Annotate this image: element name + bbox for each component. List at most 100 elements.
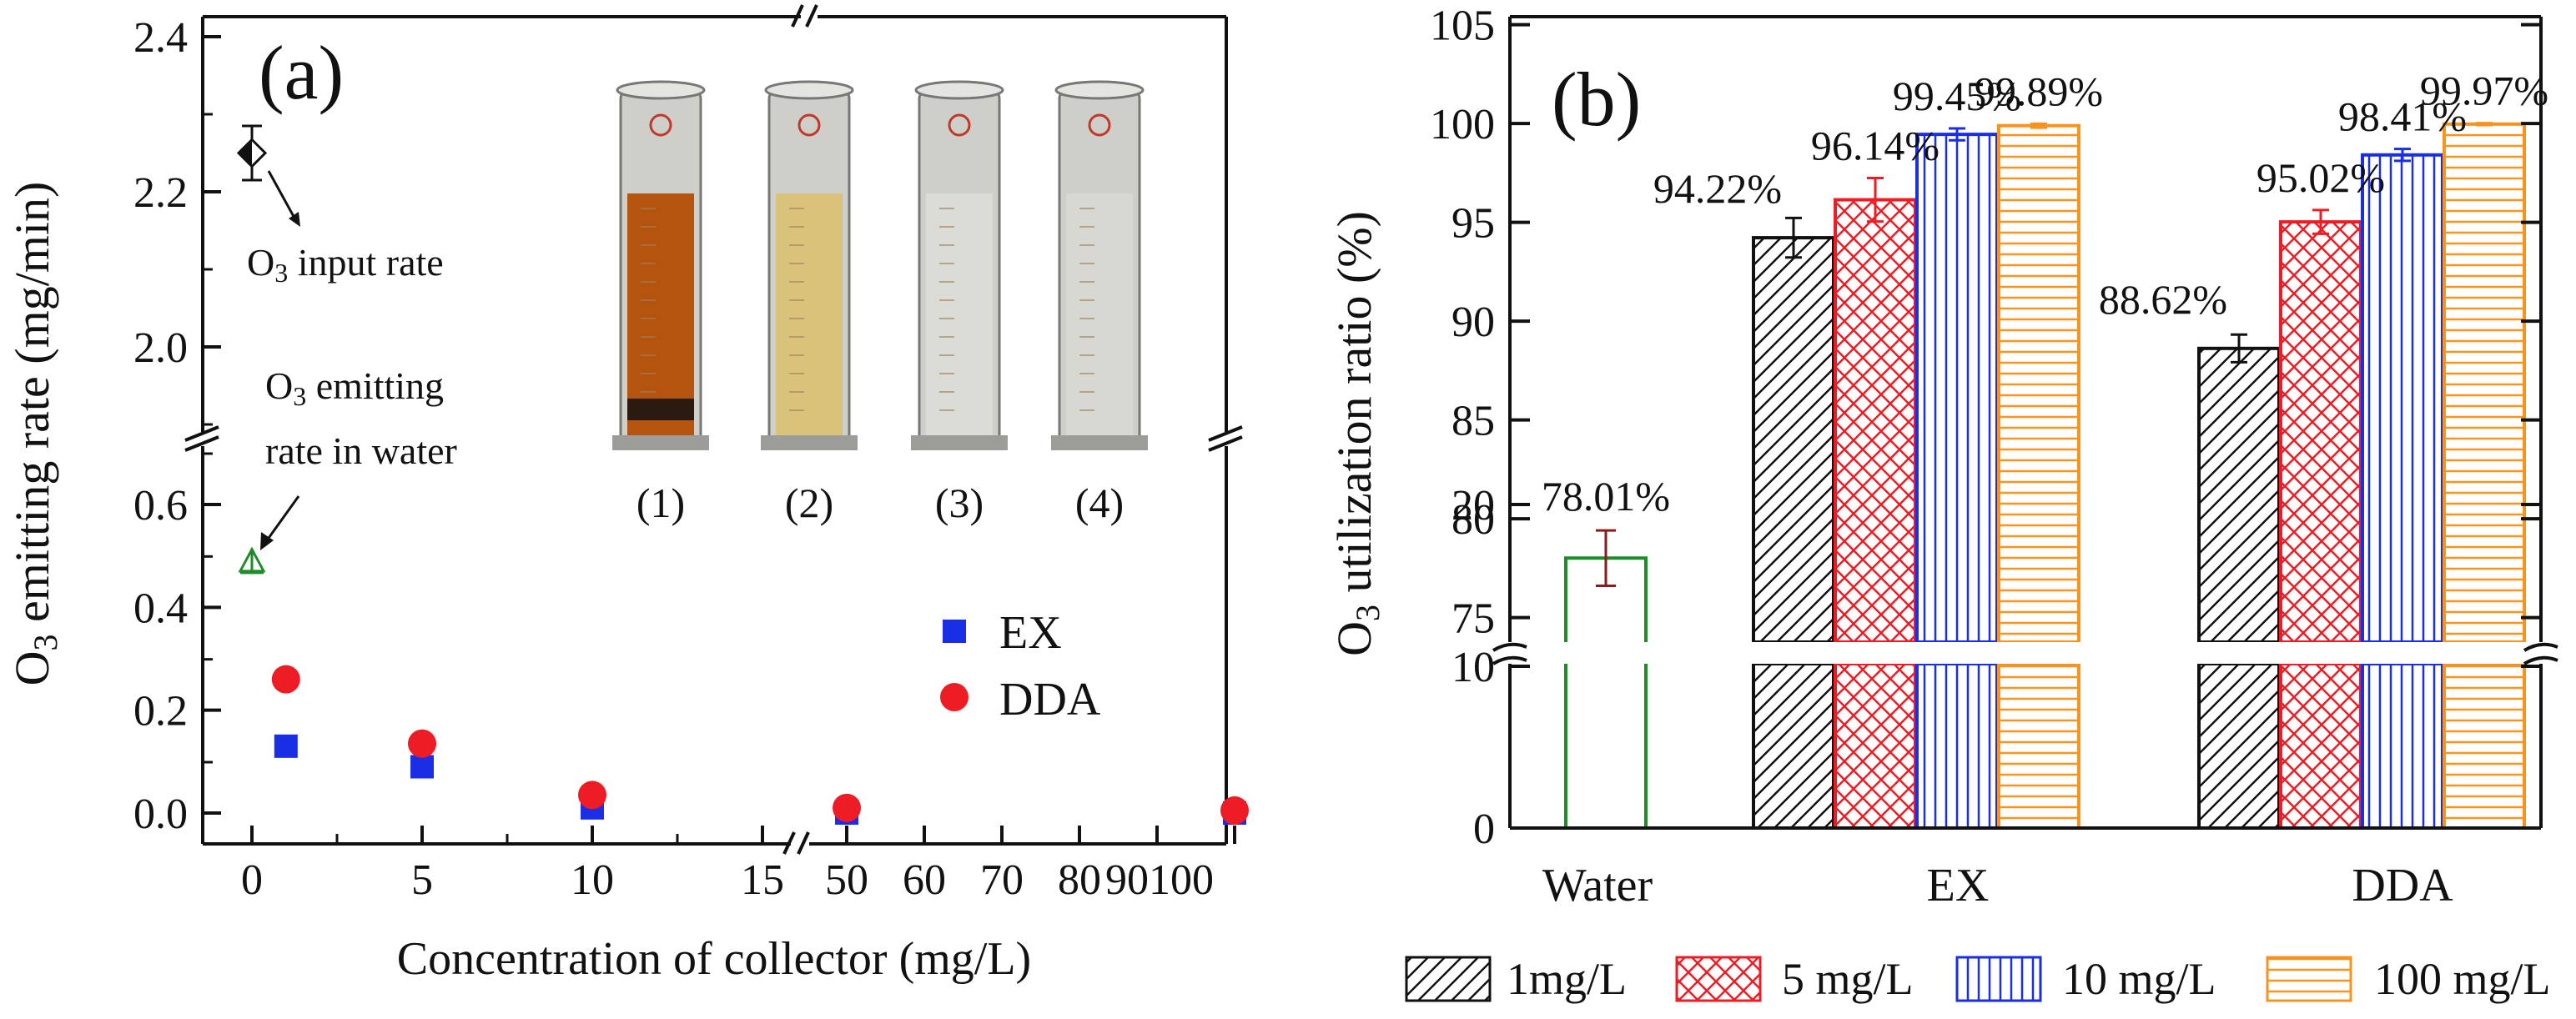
y-tick-label-b: 85 bbox=[1452, 398, 1495, 445]
y-axis-label-b: O3 utilization ratio (%) bbox=[1327, 211, 1386, 656]
y-tick-label-a: 2.0 bbox=[133, 324, 188, 372]
bar-value-label: 96.14% bbox=[1811, 123, 1940, 169]
y-tick-label-b: 0 bbox=[1473, 806, 1495, 853]
legend-ex-label: EX bbox=[999, 607, 1062, 659]
ex-point bbox=[410, 755, 434, 779]
category-label: DDA bbox=[2352, 860, 2453, 911]
input-rate-arrow bbox=[267, 170, 298, 222]
cylinder-logo-icon bbox=[649, 113, 672, 137]
bar-value-label: 94.22% bbox=[1653, 165, 1782, 212]
y-ticks-a: 0.0 0.2 0.4 0.6 2.0 2.2 2.4 bbox=[133, 14, 221, 838]
y-tick-label-a: 0.2 bbox=[133, 688, 188, 735]
y-axis-label-a: O3 emitting rate (mg/min) bbox=[5, 182, 64, 686]
bar-value-label: 88.62% bbox=[2099, 276, 2227, 323]
bar-10mg/l-lower bbox=[2361, 662, 2444, 830]
x-category-labels-b: Water EX DDA bbox=[1542, 860, 2453, 911]
cylinder-base bbox=[911, 435, 1008, 450]
bar-value-label: 99.97% bbox=[2420, 68, 2548, 114]
y-tick-label-b: 90 bbox=[1452, 299, 1495, 346]
bar-5mg/l-lower bbox=[2279, 662, 2362, 830]
bar-100mg/l bbox=[2443, 122, 2526, 645]
x-tick-label-a: 15 bbox=[741, 856, 784, 904]
bar-100mg/l-lower bbox=[2443, 662, 2526, 830]
cylinder-rim bbox=[764, 80, 854, 100]
cylinder-logo-icon bbox=[797, 113, 821, 137]
legend-label-5mgl: 5 mg/L bbox=[1782, 954, 1914, 1004]
water-rate-arrow bbox=[265, 495, 300, 541]
bar-10mg/l bbox=[2361, 153, 2444, 644]
bar-5mg/l bbox=[2279, 220, 2362, 644]
cylinder-rim bbox=[616, 80, 706, 100]
legend-a: EX DDA bbox=[940, 607, 1101, 725]
inset-cylinders-photo: (1) (2) (3) (4) bbox=[612, 80, 1148, 526]
bar-100mg/l-lower bbox=[1997, 662, 2080, 830]
water-rate-label-line2: rate in water bbox=[265, 429, 457, 472]
panel-b: 75 80 85 90 95 100 105 0 10 20 Water EX DDA 78.01% 9… bbox=[1327, 3, 2561, 1004]
cylinder-base bbox=[612, 435, 709, 450]
inset-label: (4) bbox=[1075, 479, 1124, 526]
bar-1mg/l-lower bbox=[1752, 662, 1835, 830]
x-axis-label-a: Concentration of collector (mg/L) bbox=[397, 933, 1031, 985]
y-tick-label-b: 80 bbox=[1452, 496, 1495, 544]
axis-break-b-left bbox=[1492, 642, 1527, 665]
bar-1mg/l bbox=[2197, 346, 2281, 644]
x-tick-label-a: 0 bbox=[241, 856, 263, 904]
x-tick-label-a: 70 bbox=[980, 856, 1024, 904]
bar-100mg/l bbox=[1997, 123, 2080, 645]
legend-dda-label: DDA bbox=[999, 674, 1101, 725]
input-rate-label: O3 input rate bbox=[247, 241, 444, 288]
dda-point bbox=[1220, 796, 1249, 825]
y-tick-label-b: 100 bbox=[1430, 101, 1495, 148]
legend-label-10mgl: 10 mg/L bbox=[2062, 954, 2216, 1004]
category-label: EX bbox=[1927, 860, 1990, 911]
inset-label: (1) bbox=[636, 479, 685, 526]
dda-point bbox=[833, 793, 861, 822]
y-tick-label-a: 0.0 bbox=[133, 791, 188, 838]
axis-break-bottom bbox=[782, 831, 810, 855]
input-rate-annotation: O3 input rate bbox=[247, 170, 444, 288]
water-rate-annotation: O3 emitting rate in water bbox=[260, 364, 457, 550]
cylinder-liquid bbox=[926, 193, 993, 444]
bar-5mg/l-lower bbox=[1834, 662, 1917, 830]
cylinder-logo-icon bbox=[948, 113, 971, 137]
axis-break-right bbox=[1208, 425, 1243, 452]
axis-break-b-right bbox=[2523, 642, 2558, 665]
x-tick-label-a: 80 bbox=[1058, 856, 1101, 904]
scatter-marks-a bbox=[236, 124, 1249, 825]
bar-10mg/l bbox=[1915, 133, 1999, 644]
legend-ex-marker bbox=[943, 620, 966, 643]
panel-label-a: (a) bbox=[259, 30, 344, 115]
legend-dda-marker bbox=[940, 683, 969, 711]
legend-swatch-10mgl bbox=[1955, 956, 2042, 1002]
water-bar-lower bbox=[1564, 664, 1648, 828]
cylinder-liquid bbox=[776, 193, 843, 444]
break-gap-b bbox=[1493, 642, 2561, 664]
ex-point bbox=[274, 734, 298, 758]
bar-value-label: 95.02% bbox=[2257, 154, 2385, 201]
bar-10mg/l-lower bbox=[1915, 662, 1999, 830]
axis-break-top bbox=[791, 4, 818, 28]
water-value-label: 78.01% bbox=[1542, 473, 1670, 520]
water-rate-marker bbox=[238, 546, 266, 573]
legend-b: 1mg/L 5 mg/L 10 mg/L 100 mg/L bbox=[1405, 954, 2551, 1004]
cylinder-sediment bbox=[627, 399, 694, 420]
x-tick-label-a: 50 bbox=[825, 856, 868, 904]
cylinder-liquid bbox=[1066, 193, 1133, 444]
x-ticks-a: 0 5 10 15 50 60 70 80 90100 bbox=[241, 826, 1236, 904]
bar-5mg/l bbox=[1834, 198, 1917, 645]
bar-value-label: 99.45% bbox=[1893, 73, 2021, 119]
input-rate-marker-fill bbox=[239, 139, 252, 167]
dda-point bbox=[578, 781, 606, 810]
bar-1mg/l-lower bbox=[2197, 662, 2281, 830]
bar-value-label: 99.89% bbox=[1975, 68, 2103, 114]
dda-point bbox=[271, 665, 300, 694]
bar-1mg/l bbox=[1752, 236, 1835, 644]
legend-label-1mgl: 1mg/L bbox=[1507, 954, 1627, 1004]
panel-a: (1) (2) (3) (4) 0.0 0.2 0.4 0.6 2.0 2.2 2.4 0 5 10 1… bbox=[5, 4, 1249, 985]
inset-label: (3) bbox=[935, 479, 984, 526]
dda-point bbox=[408, 729, 436, 758]
legend-swatch-100mgl bbox=[2266, 956, 2352, 1002]
x-tick-label-a: 5 bbox=[411, 856, 433, 904]
y-tick-label-b: 75 bbox=[1452, 595, 1495, 643]
